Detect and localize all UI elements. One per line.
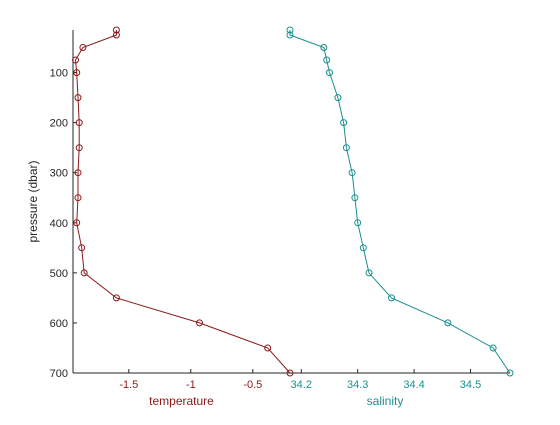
salinity-x-tick-label: 34.4 [403, 379, 424, 391]
salinity-data-point [323, 56, 331, 64]
temperature-data-point [72, 56, 79, 64]
temperature-data-point [74, 94, 82, 102]
salinity-data-point [320, 44, 328, 51]
temperature-data-point [112, 31, 120, 39]
temperature-data-point [74, 194, 82, 202]
temperature-data-point [75, 119, 83, 127]
temperature-data-point [78, 244, 86, 252]
temperature-series-line [74, 30, 291, 374]
temperature-x-tick-label: -1 [186, 379, 196, 391]
salinity-data-point [365, 269, 373, 277]
y-tick-label: 400 [50, 218, 68, 230]
salinity-data-point [489, 344, 497, 352]
salinity-data-point [444, 319, 452, 327]
temperature-x-tick-label: -0.5 [243, 379, 262, 391]
temperature-data-point [73, 219, 81, 227]
temperature-x-axis-label: temperature [149, 394, 214, 408]
salinity-x-axis-label: salinity [367, 394, 404, 408]
temperature-data-point [286, 369, 294, 377]
salinity-data-point [340, 119, 348, 127]
temperature-x-tick-label: -1.5 [119, 379, 138, 391]
salinity-series-line [289, 30, 511, 374]
salinity-data-point [348, 169, 356, 177]
temperature-data-point [79, 44, 87, 51]
salinity-data-point [351, 194, 359, 202]
y-tick-label: 500 [50, 268, 68, 280]
y-tick-label: 300 [50, 168, 68, 180]
y-tick-label: 200 [50, 118, 68, 130]
temperature-data-point [73, 69, 81, 77]
y-tick-label: 700 [50, 368, 68, 380]
salinity-data-point [388, 294, 395, 302]
temperature-data-point [264, 344, 272, 352]
salinity-x-tick-label: 34.5 [460, 379, 481, 391]
salinity-data-point [359, 244, 367, 252]
y-tick-label: 100 [50, 68, 68, 80]
y-tick-label: 600 [50, 318, 68, 330]
salinity-data-point [506, 369, 514, 377]
y-axis-label: pressure (dbar) [26, 160, 40, 242]
salinity-x-tick-label: 34.2 [291, 379, 312, 391]
temperature-data-point [74, 169, 82, 177]
salinity-data-point [354, 219, 362, 227]
salinity-data-point [286, 26, 294, 34]
temperature-data-point [80, 269, 88, 277]
salinity-data-point [286, 31, 294, 39]
temperature-data-point [75, 144, 83, 152]
salinity-x-tick-label: 34.3 [347, 379, 368, 391]
salinity-data-point [326, 69, 333, 77]
temperature-data-point [196, 319, 203, 327]
salinity-data-point [334, 94, 342, 102]
temperature-data-point [112, 294, 120, 302]
salinity-data-point [342, 144, 350, 152]
temperature-data-point [112, 26, 120, 34]
